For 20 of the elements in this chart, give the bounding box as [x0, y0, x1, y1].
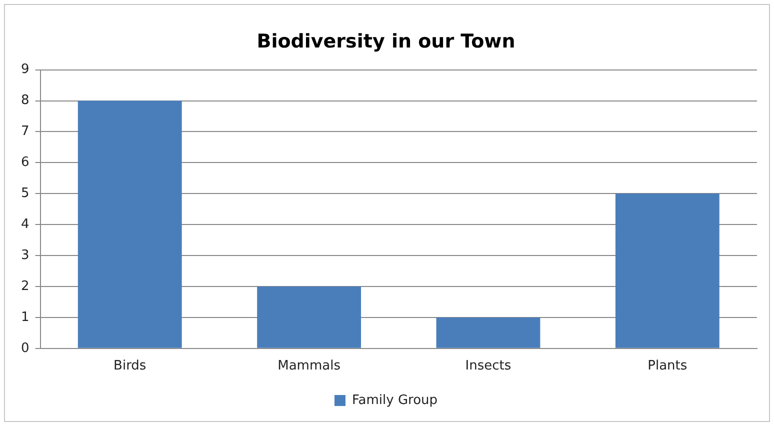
- y-tick-label: 0: [20, 340, 30, 356]
- bar: [78, 100, 182, 348]
- y-tick-label: 9: [20, 62, 30, 78]
- y-tick-label: 1: [20, 310, 30, 325]
- y-tick-label: 3: [20, 248, 30, 263]
- y-tick-label: 7: [20, 124, 30, 140]
- x-tick-label: Mammals: [278, 358, 341, 374]
- y-tick-label: 4: [20, 216, 30, 232]
- chart-title: Biodiversity in our Town: [256, 30, 516, 52]
- x-tick-label: Insects: [465, 358, 512, 374]
- bar: [615, 194, 720, 348]
- y-tick-label: 5: [20, 186, 30, 201]
- bar: [436, 317, 540, 348]
- y-tick-label: 2: [20, 278, 30, 294]
- x-tick-label: Plants: [648, 358, 688, 374]
- x-tick-label: Birds: [114, 358, 146, 374]
- bar: [257, 286, 362, 348]
- y-tick-label: 8: [20, 93, 30, 108]
- y-tick-label: 6: [20, 155, 30, 170]
- legend-label: Family Group: [352, 392, 438, 408]
